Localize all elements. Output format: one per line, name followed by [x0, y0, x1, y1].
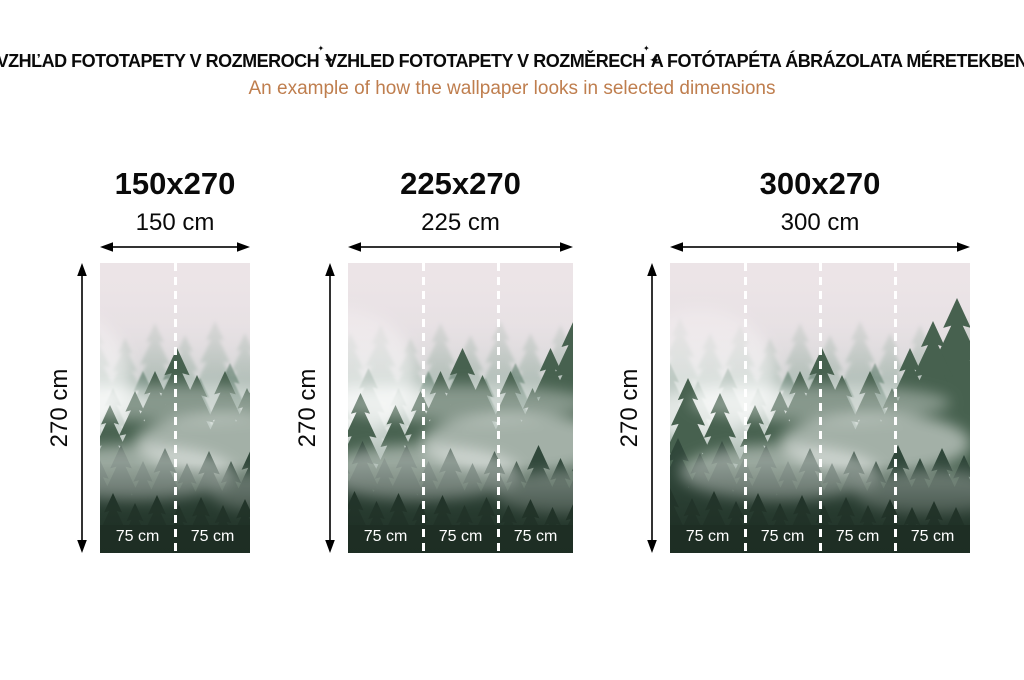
height-arrow [647, 263, 657, 553]
panel-seam-divider [421, 263, 425, 553]
page-title: VZHĽAD FOTOTAPETY V ROZMEROCH ✦ ✦ VZHLED … [0, 44, 1024, 72]
segment-width-label: 75 cm [115, 528, 160, 545]
height-arrow [325, 263, 335, 553]
width-arrow [100, 242, 250, 252]
height-dimension-label: 270 cm [616, 368, 643, 448]
segment-width-label: 75 cm [363, 528, 408, 545]
width-arrow [670, 242, 970, 252]
panel-seam-divider [173, 263, 177, 553]
panel-seam-divider [496, 263, 500, 553]
width-dimension-label: 225 cm [421, 209, 500, 236]
segment-width-label: 75 cm [513, 528, 558, 545]
page-subtitle: An example of how the wallpaper looks in… [248, 78, 776, 99]
title-czech: VZHLED FOTOTAPETY V ROZMĚRECH [325, 51, 645, 71]
width-dimension-label: 150 cm [135, 209, 215, 236]
panel-seam-divider [893, 263, 897, 553]
panel-title: 300x270 [759, 166, 881, 201]
segment-width-label: 75 cm [760, 528, 805, 545]
forest-wallpaper-image [348, 263, 573, 553]
width-arrow [348, 242, 573, 252]
size-panel-150x270: 150x270 150 cm 270 cm 75 cm 75 cm [46, 168, 250, 553]
segment-width-label: 75 cm [910, 528, 955, 545]
title-hungarian: A FOTÓTAPÉTA ÁBRÁZOLATA MÉRETEKBEN [650, 51, 1024, 71]
width-dimension-label: 300 cm [780, 209, 860, 236]
segment-width-label: 75 cm [835, 528, 880, 545]
segment-width-label: 75 cm [438, 528, 483, 545]
panel-title: 150x270 [114, 166, 236, 201]
panel-title: 225x270 [400, 166, 521, 201]
panel-seam-divider [818, 263, 822, 553]
segment-width-label: 75 cm [190, 528, 235, 545]
panel-seam-divider [743, 263, 747, 553]
height-arrow [77, 263, 87, 553]
size-panel-300x270: 300x270 300 cm 270 cm 75 cm 75 cm 75 cm … [616, 168, 970, 553]
height-dimension-label: 270 cm [46, 368, 73, 448]
size-panel-225x270: 225x270 225 cm 270 cm 75 cm 75 cm 75 cm [294, 168, 573, 553]
title-slovak: VZHĽAD FOTOTAPETY V ROZMEROCH [0, 51, 320, 71]
segment-width-label: 75 cm [685, 528, 730, 545]
height-dimension-label: 270 cm [294, 368, 321, 448]
